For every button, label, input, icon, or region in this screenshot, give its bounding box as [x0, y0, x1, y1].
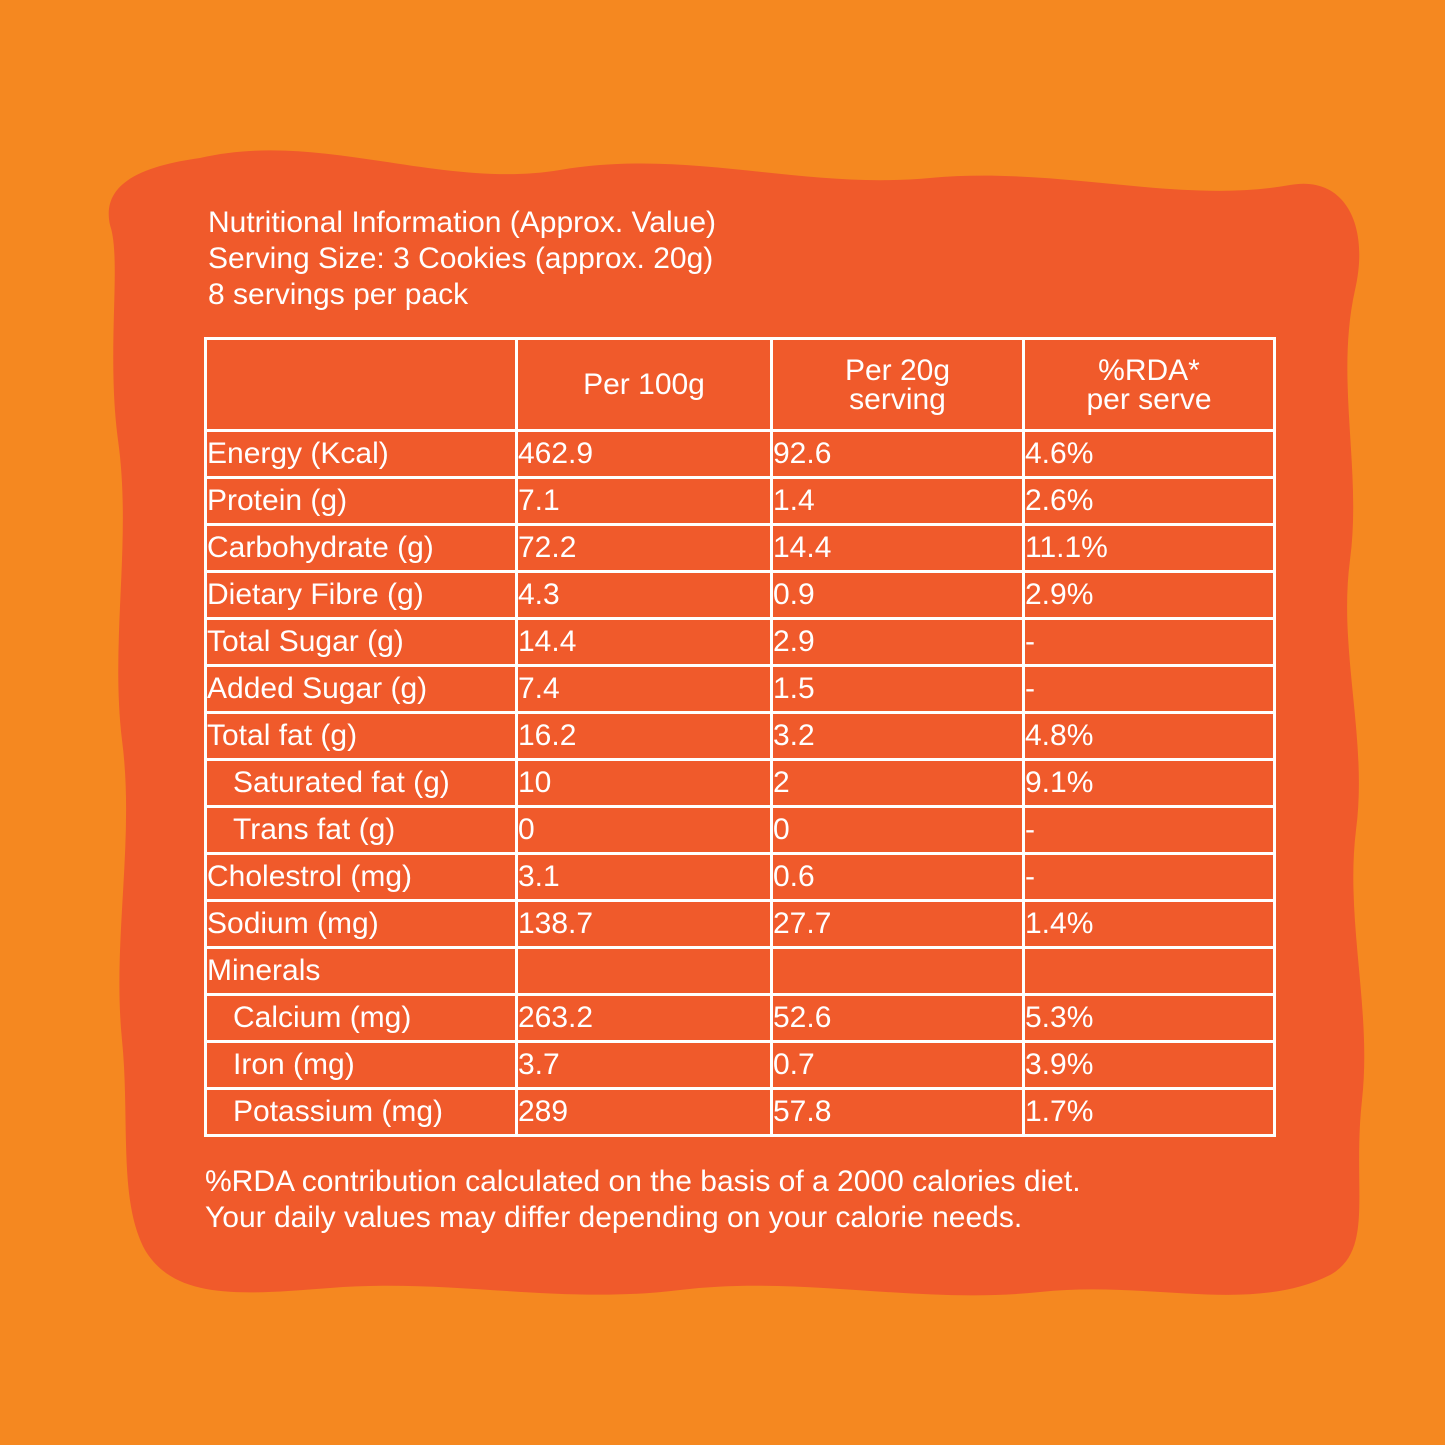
- nutrition-title: Nutritional Information (Approx. Value): [208, 206, 717, 239]
- per-100g-value: 72.2: [515, 523, 773, 573]
- rda-value: 1.4%: [1022, 899, 1276, 949]
- nutrient-name: Total Sugar (g): [204, 617, 518, 667]
- table-row: Energy (Kcal) 462.9 92.6 4.6%: [204, 429, 1276, 479]
- per-100g-value: 138.7: [515, 899, 773, 949]
- header-per-20g-line2: serving: [849, 382, 946, 416]
- per-100g-value: 7.1: [515, 476, 773, 526]
- header-per-20g: Per 20g serving: [770, 337, 1025, 432]
- rda-value: 4.6%: [1022, 429, 1276, 479]
- per-100g-value: 263.2: [515, 993, 773, 1043]
- servings-per-pack-text: 8 servings per pack: [208, 278, 469, 311]
- rda-value: -: [1022, 805, 1276, 855]
- per-20g-value: 52.6: [770, 993, 1025, 1043]
- per-20g-value: 1.4: [770, 476, 1025, 526]
- table-row: Total fat (g) 16.2 3.2 4.8%: [204, 711, 1276, 761]
- table-row: Dietary Fibre (g) 4.3 0.9 2.9%: [204, 570, 1276, 620]
- header-rda-line1: %RDA*: [1098, 353, 1200, 387]
- table-row: Trans fat (g) 0 0 -: [204, 805, 1276, 855]
- rda-value: -: [1022, 617, 1276, 667]
- per-20g-value: 2: [770, 758, 1025, 808]
- nutrient-name: Minerals: [204, 946, 518, 996]
- header-per-20g-line1: Per 20g: [844, 353, 951, 387]
- nutrition-heading: Nutritional Information (Approx. Value) …: [208, 205, 716, 313]
- footnote-line-2: Your daily values may differ depending o…: [205, 1201, 1023, 1234]
- per-20g-value: 27.7: [770, 899, 1025, 949]
- rda-value: 5.3%: [1022, 993, 1276, 1043]
- per-20g-value: 1.5: [770, 664, 1025, 714]
- table-row: Minerals: [204, 946, 1276, 996]
- nutrient-name: Protein (g): [204, 476, 518, 526]
- nutrient-name: Calcium (mg): [204, 993, 518, 1043]
- per-100g-value: 4.3: [515, 570, 773, 620]
- per-20g-value: 0.7: [770, 1040, 1025, 1090]
- nutrient-name: Energy (Kcal): [204, 429, 518, 479]
- header-rda-line2: per serve: [1086, 382, 1212, 416]
- rda-value: [1022, 946, 1276, 996]
- per-100g-value: 7.4: [515, 664, 773, 714]
- nutrient-name: Dietary Fibre (g): [204, 570, 518, 620]
- nutrient-name: Total fat (g): [204, 711, 518, 761]
- nutrient-name: Iron (mg): [204, 1040, 518, 1090]
- rda-value: 11.1%: [1022, 523, 1276, 573]
- table-row: Saturated fat (g) 10 2 9.1%: [204, 758, 1276, 808]
- per-100g-value: 10: [515, 758, 773, 808]
- per-20g-value: 0: [770, 805, 1025, 855]
- per-20g-value: 14.4: [770, 523, 1025, 573]
- header-nutrient: [204, 337, 518, 432]
- table-row: Calcium (mg) 263.2 52.6 5.3%: [204, 993, 1276, 1043]
- per-100g-value: [515, 946, 773, 996]
- table-row: Sodium (mg) 138.7 27.7 1.4%: [204, 899, 1276, 949]
- per-20g-value: 0.6: [770, 852, 1025, 902]
- per-100g-value: 16.2: [515, 711, 773, 761]
- table-row: Iron (mg) 3.7 0.7 3.9%: [204, 1040, 1276, 1090]
- table-row: Carbohydrate (g) 72.2 14.4 11.1%: [204, 523, 1276, 573]
- per-20g-value: 0.9: [770, 570, 1025, 620]
- rda-value: -: [1022, 852, 1276, 902]
- rda-value: 9.1%: [1022, 758, 1276, 808]
- per-100g-value: 0: [515, 805, 773, 855]
- per-20g-value: 3.2: [770, 711, 1025, 761]
- rda-value: -: [1022, 664, 1276, 714]
- table-header-row: Per 100g Per 20g serving %RDA* per serve: [204, 337, 1276, 432]
- per-100g-value: 3.7: [515, 1040, 773, 1090]
- table-row: Cholestrol (mg) 3.1 0.6 -: [204, 852, 1276, 902]
- table-row: Protein (g) 7.1 1.4 2.6%: [204, 476, 1276, 526]
- nutrient-name: Saturated fat (g): [204, 758, 518, 808]
- per-20g-value: 92.6: [770, 429, 1025, 479]
- per-20g-value: 57.8: [770, 1087, 1025, 1137]
- per-100g-value: 3.1: [515, 852, 773, 902]
- header-rda: %RDA* per serve: [1022, 337, 1276, 432]
- nutrient-name: Cholestrol (mg): [204, 852, 518, 902]
- rda-value: 2.9%: [1022, 570, 1276, 620]
- rda-value: 2.6%: [1022, 476, 1276, 526]
- rda-footnote: %RDA contribution calculated on the basi…: [205, 1164, 1081, 1236]
- serving-size-text: Serving Size: 3 Cookies (approx. 20g): [208, 242, 714, 275]
- per-100g-value: 14.4: [515, 617, 773, 667]
- table-row: Potassium (mg) 289 57.8 1.7%: [204, 1087, 1276, 1137]
- table-row: Total Sugar (g) 14.4 2.9 -: [204, 617, 1276, 667]
- per-100g-value: 289: [515, 1087, 773, 1137]
- nutrient-name: Carbohydrate (g): [204, 523, 518, 573]
- rda-value: 3.9%: [1022, 1040, 1276, 1090]
- per-20g-value: [770, 946, 1025, 996]
- per-20g-value: 2.9: [770, 617, 1025, 667]
- rda-value: 4.8%: [1022, 711, 1276, 761]
- footnote-line-1: %RDA contribution calculated on the basi…: [205, 1165, 1081, 1198]
- nutrient-name: Sodium (mg): [204, 899, 518, 949]
- per-100g-value: 462.9: [515, 429, 773, 479]
- header-per-100g: Per 100g: [515, 337, 773, 432]
- nutrient-name: Potassium (mg): [204, 1087, 518, 1137]
- nutrient-name: Added Sugar (g): [204, 664, 518, 714]
- nutrition-table: Per 100g Per 20g serving %RDA* per serve…: [204, 337, 1276, 1137]
- nutrient-name: Trans fat (g): [204, 805, 518, 855]
- rda-value: 1.7%: [1022, 1087, 1276, 1137]
- table-row: Added Sugar (g) 7.4 1.5 -: [204, 664, 1276, 714]
